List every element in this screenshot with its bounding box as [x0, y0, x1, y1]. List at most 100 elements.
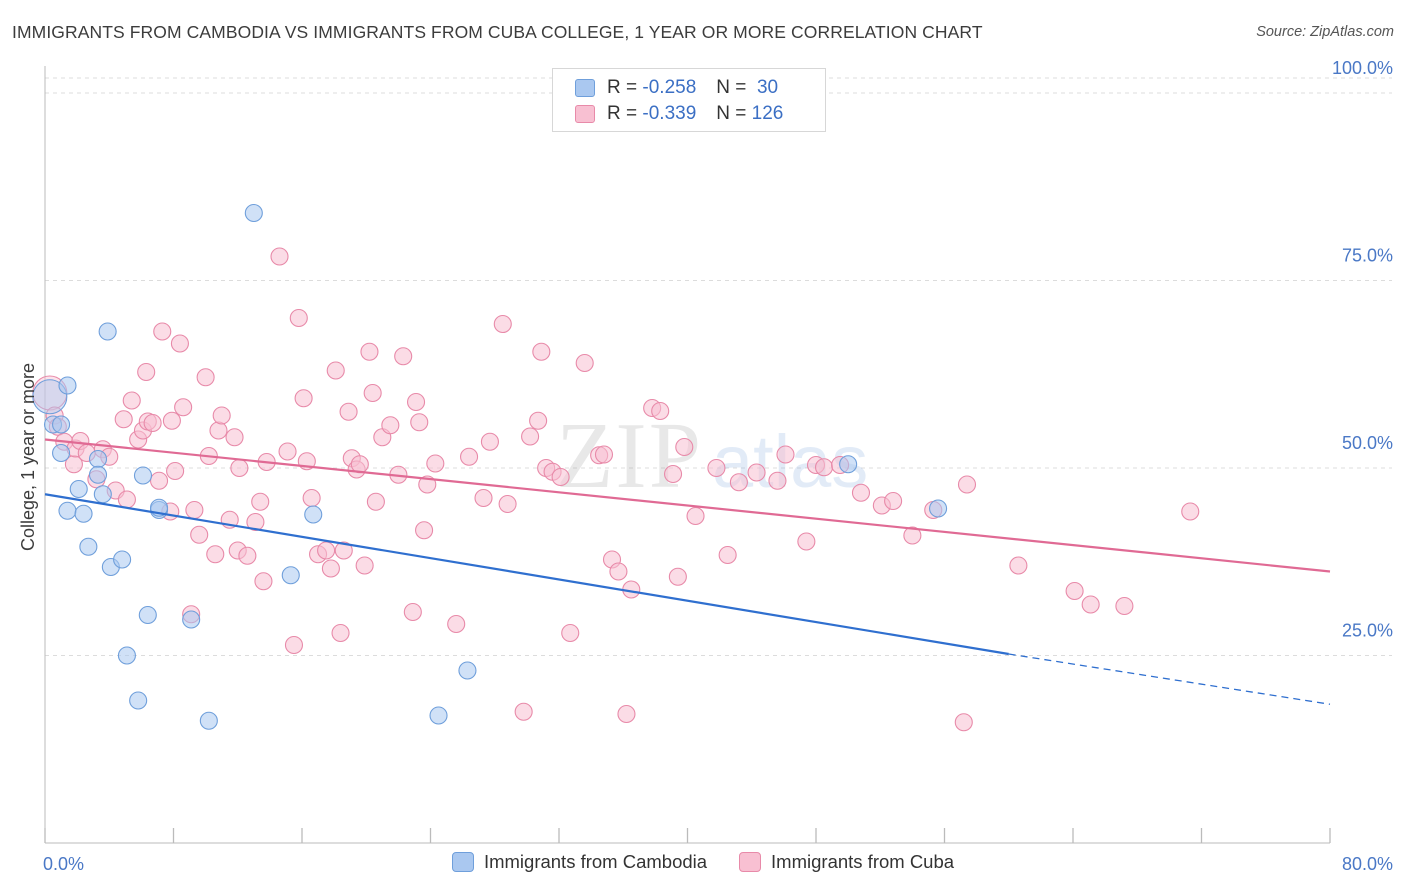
point-cambodia [429, 706, 448, 725]
point-cuba [174, 398, 193, 417]
point-cuba [651, 401, 670, 421]
source-credit: Source: ZipAtlas.com [1256, 24, 1394, 40]
point-cuba [284, 635, 304, 655]
point-cuba [196, 368, 215, 387]
point-cambodia [138, 605, 157, 625]
trend-extension-cambodia [1008, 653, 1331, 705]
point-cuba [143, 413, 162, 433]
point-cuba [360, 342, 379, 361]
trend-lines [44, 438, 1331, 705]
point-cuba [209, 421, 228, 440]
legend-r-label: R = [607, 103, 638, 124]
point-cuba [1065, 581, 1084, 601]
point-cuba [532, 342, 551, 361]
point-cuba [153, 322, 172, 341]
point-cambodia [88, 465, 108, 484]
legend-row-cambodia: R = -0.258 N = 30 [575, 76, 778, 100]
point-cambodia [52, 415, 71, 434]
point-cuba [170, 334, 189, 353]
point-cambodia [98, 322, 117, 341]
point-cuba [254, 572, 273, 591]
point-cuba [415, 521, 434, 540]
point-cuba [366, 492, 385, 511]
point-cambodia [69, 479, 88, 499]
trend-line-cambodia [44, 493, 1009, 656]
point-cuba [381, 416, 400, 435]
point-cuba [718, 545, 737, 565]
point-cuba [1009, 556, 1028, 575]
point-cuba [137, 362, 156, 382]
y-tick-label: 75.0% [1342, 246, 1393, 266]
point-cambodia [244, 203, 263, 223]
point-cuba [447, 614, 466, 634]
point-cuba [663, 464, 683, 484]
point-cuba [609, 562, 628, 581]
series-label-cuba: Immigrants from Cuba [771, 851, 955, 872]
point-cuba [238, 546, 257, 565]
series-legend-cambodia[interactable]: Immigrants from Cambodia [451, 851, 708, 873]
point-cambodia [129, 691, 148, 710]
point-cambodia [93, 485, 112, 504]
point-cuba [498, 494, 517, 514]
legend-r-value: -0.258 [642, 77, 697, 98]
point-cuba [851, 483, 871, 502]
point-cuba [675, 437, 694, 457]
legend-n-value: 126 [751, 103, 784, 124]
watermark-zip: ZIP [556, 404, 703, 508]
point-cambodia [839, 455, 858, 474]
point-cuba [246, 512, 265, 532]
point-cuba [394, 347, 413, 366]
x-tick-label: 80.0% [1342, 854, 1393, 874]
y-tick-label: 50.0% [1342, 433, 1393, 453]
point-cambodia [74, 504, 93, 523]
point-cuba [190, 525, 209, 544]
point-cambodia [79, 537, 98, 556]
series-label-cambodia: Immigrants from Cambodia [483, 851, 708, 872]
legend-n-label: N = [716, 103, 747, 124]
point-cambodia [182, 610, 201, 629]
legend-n-value: 30 [756, 77, 779, 98]
point-cuba [561, 623, 580, 643]
tick-labels: 25.0% 50.0% 75.0% 100.0% 0.0% 80.0% College, 1… [18, 58, 1393, 874]
legend-swatch-cambodia [575, 79, 595, 97]
point-cuba [317, 541, 336, 560]
point-cambodia [32, 379, 68, 415]
series-legend-cuba[interactable]: Immigrants from Cuba [739, 851, 954, 873]
point-cuba [230, 458, 249, 478]
point-cuba [1181, 502, 1200, 521]
axes [44, 66, 1331, 844]
point-cuba [339, 402, 358, 421]
series-legend: Immigrants from Cambodia Immigrants from… [0, 851, 1406, 873]
point-cuba [166, 461, 185, 481]
point-cambodia [281, 566, 300, 585]
point-cuba [668, 567, 687, 586]
point-cuba [334, 541, 353, 560]
point-cuba [617, 704, 636, 724]
point-cambodia [113, 550, 132, 569]
series-swatch-cuba [739, 852, 762, 872]
point-cuba [594, 445, 614, 464]
point-cuba [270, 247, 289, 266]
point-cuba [884, 491, 903, 511]
point-cuba [954, 713, 973, 732]
y-axis-label: College, 1 year or more [18, 363, 38, 551]
point-cuba [251, 492, 270, 511]
trend-line-cuba [44, 438, 1331, 573]
legend-r-value: -0.339 [642, 103, 697, 124]
point-cambodia [304, 505, 323, 524]
point-cuba [331, 623, 350, 643]
point-cambodia [458, 661, 477, 680]
series-swatch-cambodia [451, 852, 474, 872]
point-cuba [426, 454, 445, 473]
point-cuba [814, 458, 834, 477]
point-cuba [480, 432, 499, 451]
point-cambodia [52, 443, 71, 463]
point-cuba [326, 361, 345, 380]
point-cuba [747, 463, 766, 482]
point-cuba [957, 475, 977, 494]
point-cambodia [58, 376, 77, 395]
point-cuba [294, 389, 313, 408]
point-cuba [149, 471, 169, 490]
point-cuba [410, 413, 429, 432]
